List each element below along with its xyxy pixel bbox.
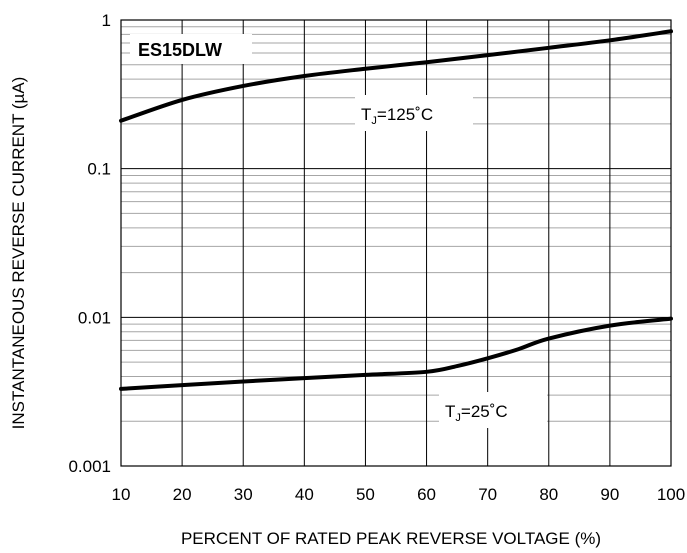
y-tick-labels: 0.001 0.01 0.1 1 (68, 11, 111, 476)
title-background (130, 34, 252, 64)
y-tick-label: 0.1 (87, 160, 111, 179)
series-label-bg (355, 95, 473, 131)
minor-gridlines (121, 26, 671, 422)
series-line-0 (119, 29, 673, 123)
x-tick-label: 70 (478, 485, 497, 504)
x-tick-label: 90 (600, 485, 619, 504)
series-line-1 (119, 316, 673, 391)
x-tick-label: 20 (173, 485, 192, 504)
x-axis-label: PERCENT OF RATED PEAK REVERSE VOLTAGE (%… (181, 529, 601, 548)
y-axis-label: INSTANTANEOUS REVERSE CURRENT (µA) (9, 77, 28, 430)
x-tick-label: 40 (295, 485, 314, 504)
plot-frame (120, 19, 672, 467)
x-tick-labels: 10 20 30 40 50 60 70 80 90 100 (112, 485, 686, 504)
series-layer (119, 29, 673, 391)
y-tick-label: 0.001 (68, 457, 111, 476)
y-tick-label: 0.01 (78, 308, 111, 327)
series-label: TJ=125˚C (361, 105, 433, 127)
series-labels: TJ=125˚C TJ=25˚C (355, 95, 547, 428)
series-label-bg (439, 392, 547, 428)
chart-title: ES15DLW (138, 40, 222, 60)
y-tick-label: 1 (102, 11, 111, 30)
x-tick-label: 60 (417, 485, 436, 504)
x-tick-label: 30 (234, 485, 253, 504)
x-tick-label: 50 (356, 485, 375, 504)
x-tick-label: 100 (657, 485, 685, 504)
x-tick-label: 80 (539, 485, 558, 504)
x-tick-label: 10 (112, 485, 131, 504)
major-gridlines (120, 19, 672, 467)
series-label: TJ=25˚C (445, 402, 508, 424)
